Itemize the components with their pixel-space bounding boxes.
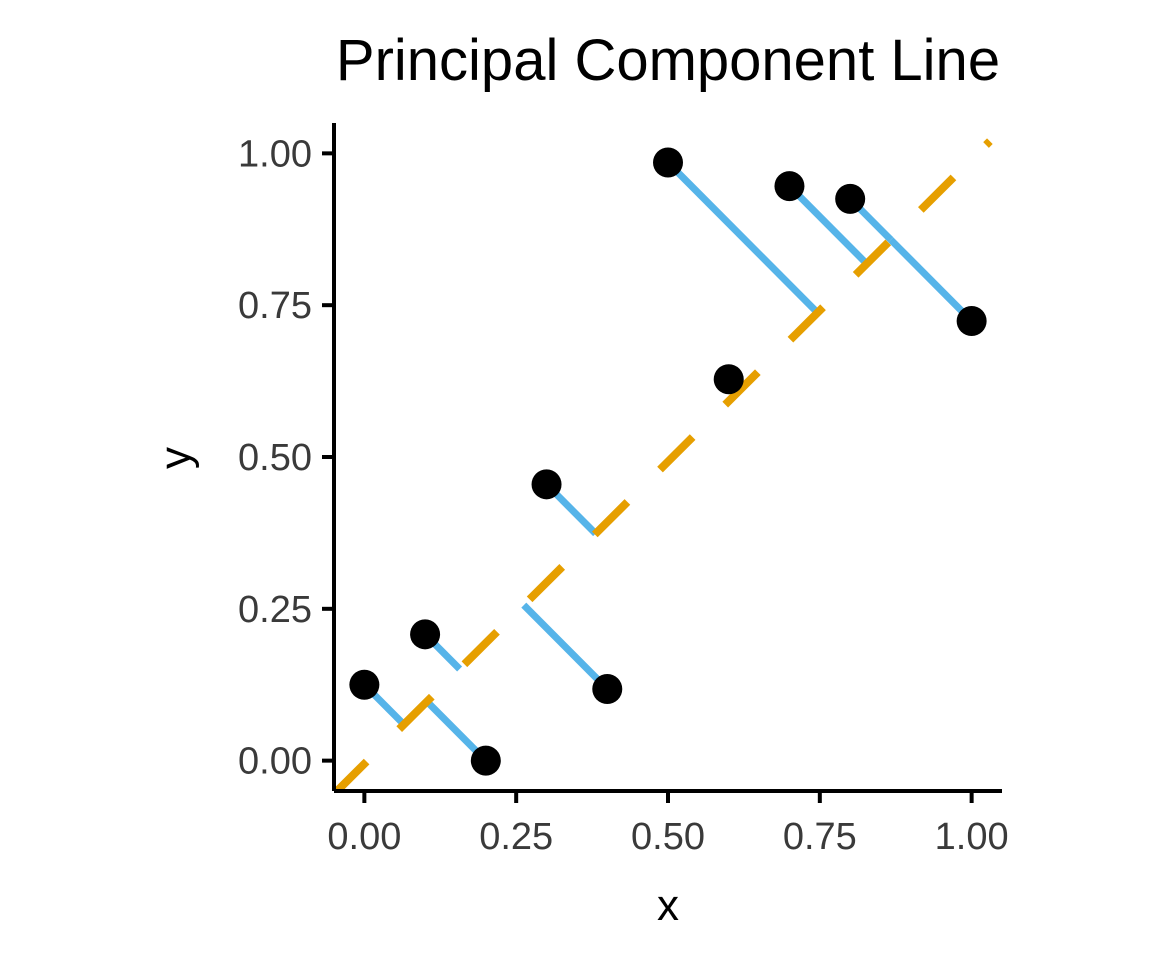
data-point — [531, 469, 562, 500]
principal-component-line — [334, 138, 993, 791]
projection-segment — [786, 183, 870, 267]
x-tick-label: 1.00 — [935, 816, 1009, 858]
data-point — [774, 171, 805, 202]
x-tick-label: 0.25 — [479, 816, 553, 858]
chart-title: Principal Component Line — [336, 28, 1000, 93]
projection-segment — [521, 602, 610, 692]
data-point — [835, 183, 866, 214]
y-tick-label: 1.00 — [238, 133, 312, 175]
data-point — [653, 147, 683, 178]
y-axis-title: y — [151, 447, 200, 469]
data-point — [592, 673, 623, 704]
y-tick-label: 0.25 — [238, 589, 312, 631]
data-point — [713, 364, 744, 395]
x-tick-label: 0.75 — [783, 816, 857, 858]
projection-segment — [665, 160, 821, 316]
x-axis-title: x — [657, 881, 679, 930]
data-point — [410, 619, 441, 650]
y-tick-label: 0.75 — [238, 285, 312, 327]
x-tick-label: 0.50 — [631, 816, 705, 858]
y-tick-label: 0.50 — [238, 437, 312, 479]
x-tick-label: 0.00 — [327, 816, 401, 858]
data-point — [470, 745, 501, 776]
data-point — [349, 669, 380, 700]
projection-segment — [888, 237, 975, 324]
y-tick-label: 0.00 — [238, 741, 312, 783]
plot-area: 0.00 0.25 0.50 0.75 1.00 0.00 0.25 0.50 0.75 1.00 — [238, 123, 1009, 858]
data-point — [956, 305, 987, 336]
